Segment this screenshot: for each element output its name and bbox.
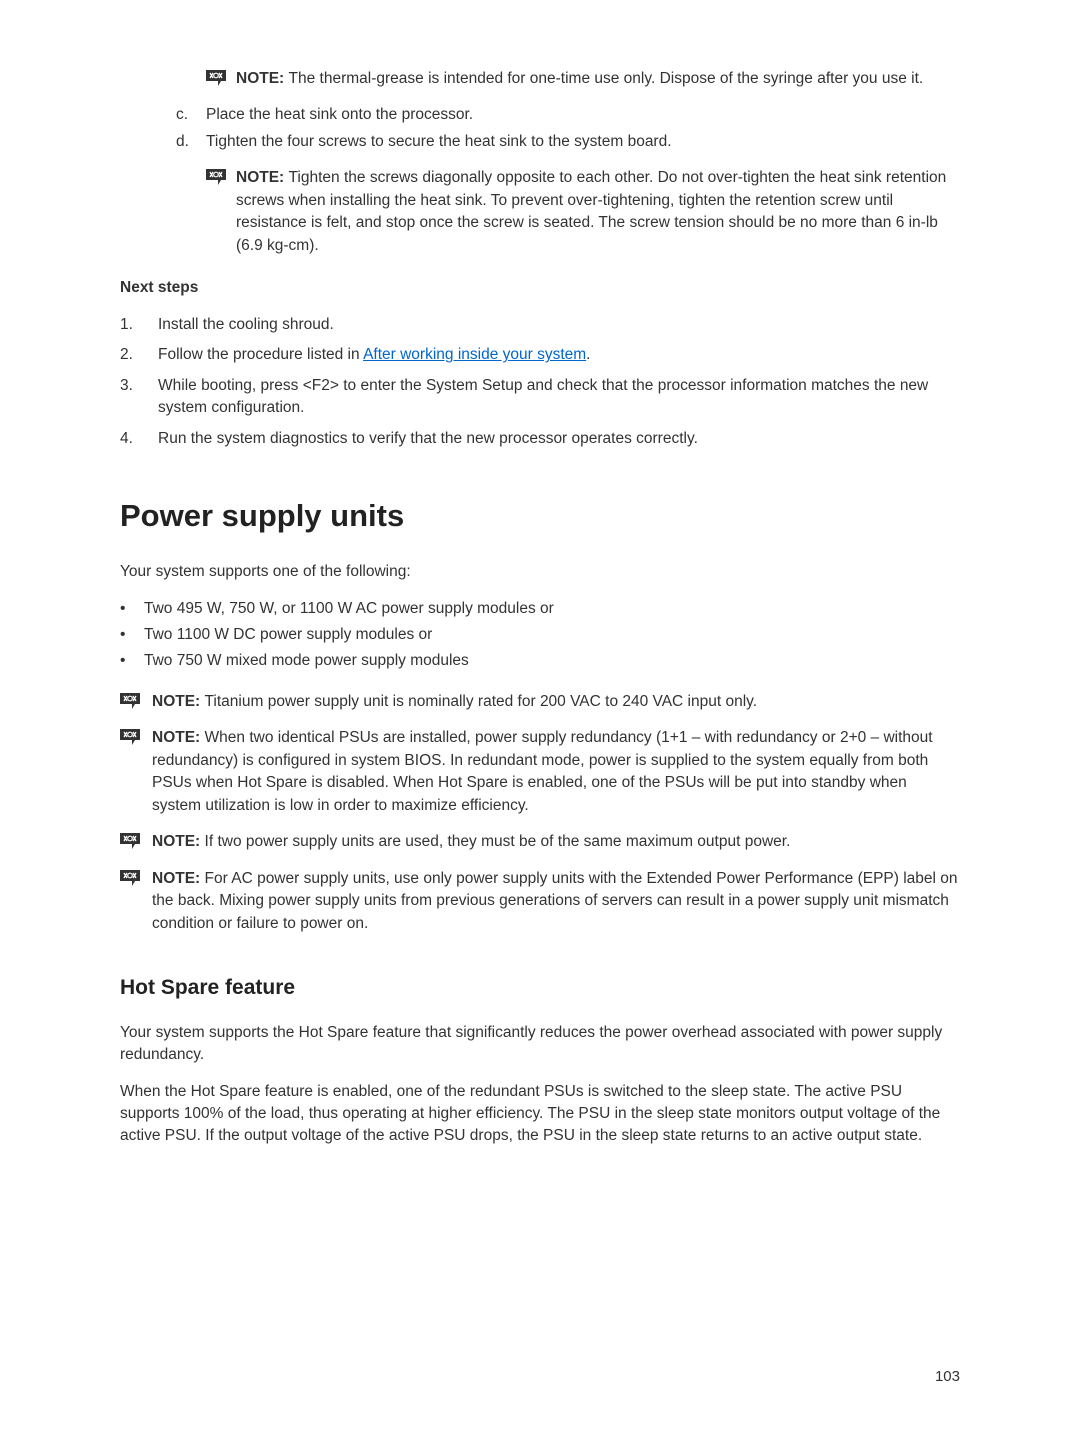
step-4: 4.Run the system diagnostics to verify t… xyxy=(120,428,960,450)
note-icon xyxy=(120,693,140,709)
bullet-2: •Two 1100 W DC power supply modules or xyxy=(120,624,960,646)
note-tighten: NOTE: Tighten the screws diagonally oppo… xyxy=(120,167,960,257)
step-d: d.Tighten the four screws to secure the … xyxy=(176,131,960,153)
psu-intro: Your system supports one of the followin… xyxy=(120,561,960,583)
note-icon xyxy=(206,70,226,86)
note-icon xyxy=(206,169,226,185)
note-text: NOTE: When two identical PSUs are instal… xyxy=(152,727,960,817)
note-same-power: NOTE: If two power supply units are used… xyxy=(120,831,960,853)
hotspare-p1: Your system supports the Hot Spare featu… xyxy=(120,1022,960,1067)
note-icon xyxy=(120,833,140,849)
next-steps-heading: Next steps xyxy=(120,277,960,299)
note-text: NOTE: Titanium power supply unit is nomi… xyxy=(152,691,960,713)
sub-steps: c.Place the heat sink onto the processor… xyxy=(120,104,960,153)
hotspare-p2: When the Hot Spare feature is enabled, o… xyxy=(120,1081,960,1148)
step-2: 2.Follow the procedure listed in After w… xyxy=(120,344,960,366)
step-c: c.Place the heat sink onto the processor… xyxy=(176,104,960,126)
note-text: NOTE: If two power supply units are used… xyxy=(152,831,960,853)
hotspare-heading: Hot Spare feature xyxy=(120,973,960,1003)
bullet-3: •Two 750 W mixed mode power supply modul… xyxy=(120,650,960,672)
note-text: NOTE: Tighten the screws diagonally oppo… xyxy=(236,167,960,257)
note-redundancy: NOTE: When two identical PSUs are instal… xyxy=(120,727,960,817)
note-titanium: NOTE: Titanium power supply unit is nomi… xyxy=(120,691,960,713)
note-text: NOTE: The thermal-grease is intended for… xyxy=(236,68,960,90)
note-text: NOTE: For AC power supply units, use onl… xyxy=(152,868,960,935)
page-number: 103 xyxy=(935,1366,960,1388)
psu-bullets: •Two 495 W, 750 W, or 1100 W AC power su… xyxy=(120,598,960,673)
step-1: 1.Install the cooling shroud. xyxy=(120,314,960,336)
bullet-1: •Two 495 W, 750 W, or 1100 W AC power su… xyxy=(120,598,960,620)
note-epp: NOTE: For AC power supply units, use onl… xyxy=(120,868,960,935)
note-thermal-grease: NOTE: The thermal-grease is intended for… xyxy=(120,68,960,90)
psu-heading: Power supply units xyxy=(120,494,960,539)
note-icon xyxy=(120,870,140,886)
step-3: 3.While booting, press <F2> to enter the… xyxy=(120,375,960,420)
next-steps-list: 1.Install the cooling shroud. 2.Follow t… xyxy=(120,314,960,450)
after-working-link[interactable]: After working inside your system xyxy=(363,346,586,363)
note-icon xyxy=(120,729,140,745)
